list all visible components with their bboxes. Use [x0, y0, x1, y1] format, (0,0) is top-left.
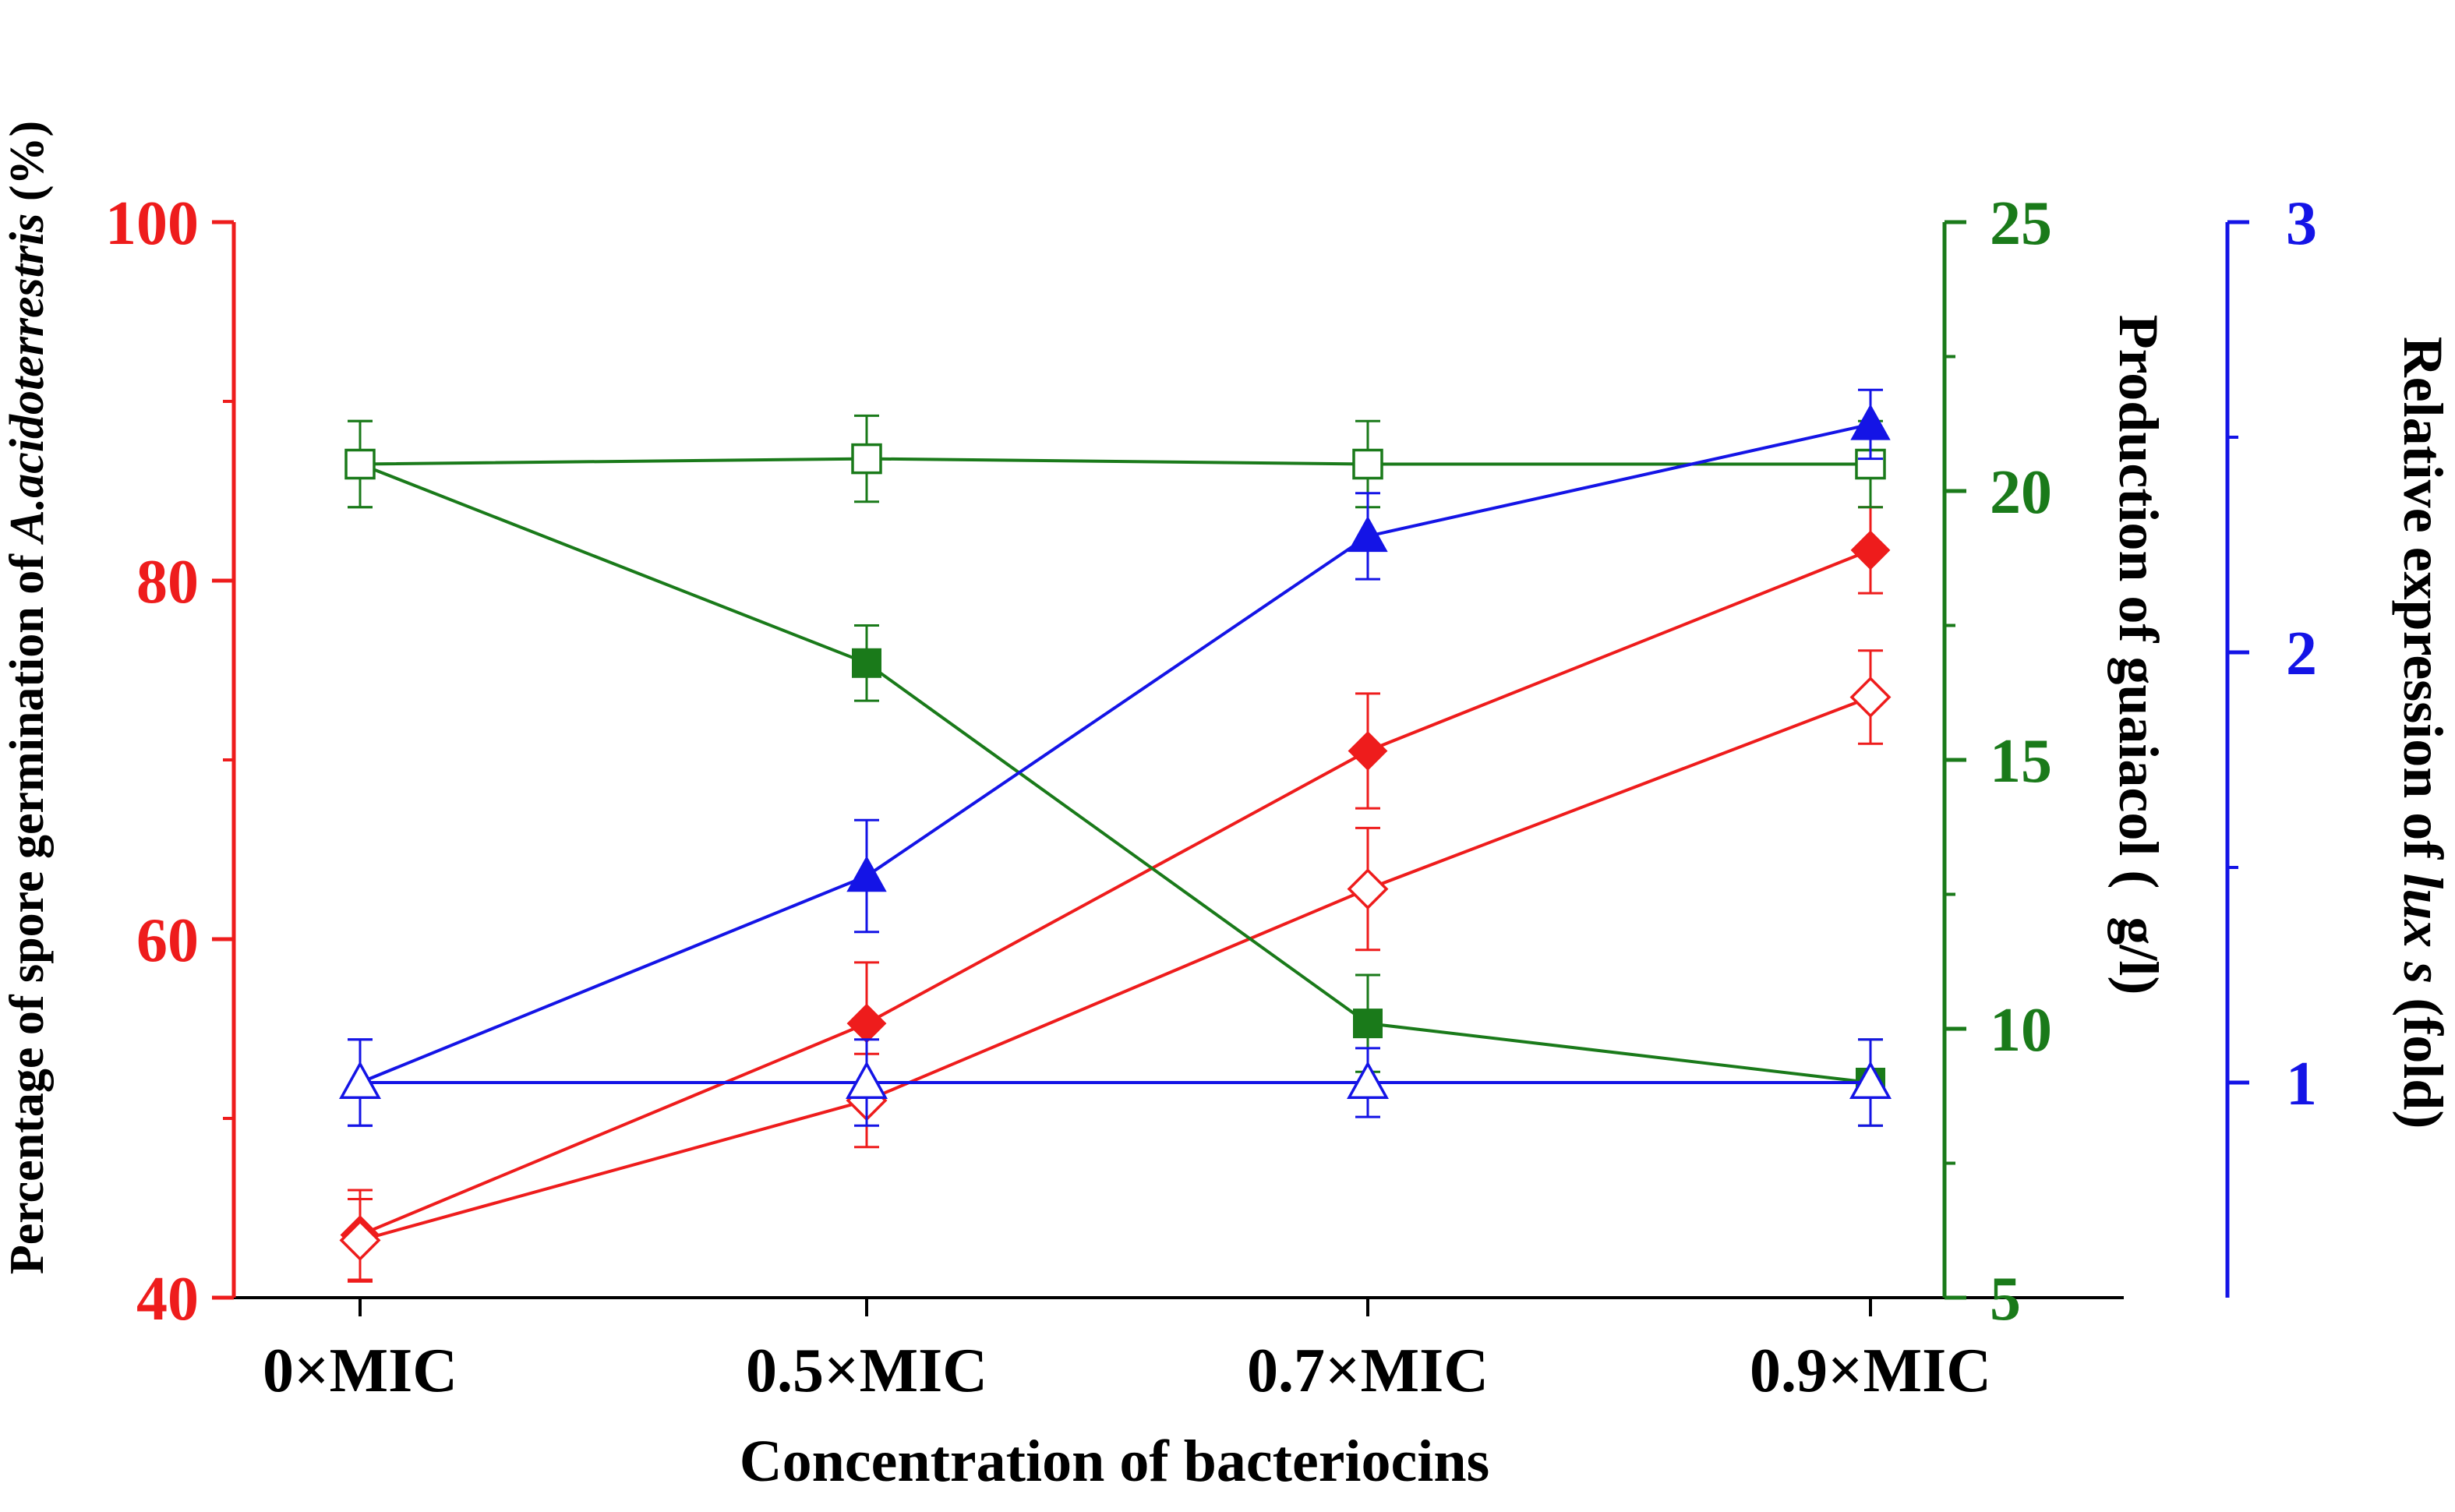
blue-tick-label: 2: [2286, 620, 2317, 688]
square-marker: [344, 448, 376, 480]
left-axis-title: Percentage of spore germination of A.aci…: [1, 121, 54, 1274]
diamond-marker: [1849, 677, 1892, 718]
diamond-marker: [846, 1003, 887, 1044]
square-marker: [1353, 1009, 1383, 1039]
left-tick-label: 80: [136, 548, 199, 616]
green-axis-title: Production of guaiacol ( g/l): [2107, 315, 2170, 995]
square-marker: [852, 648, 881, 678]
series-line: [359, 549, 1871, 1237]
square-marker: [851, 443, 882, 475]
series-group: [339, 1038, 1892, 1127]
triangle-marker: [339, 1061, 381, 1099]
left-axis-title-italic: A.acidoterrestris: [1, 214, 54, 546]
left-tick-label: 60: [136, 906, 199, 975]
x-tick-label: 0×MIC: [263, 1337, 457, 1405]
series-line: [359, 422, 1871, 1084]
axes-layer: [212, 220, 2249, 1316]
triangle-marker: [846, 855, 887, 892]
blue-tick-label: 1: [2286, 1050, 2317, 1118]
labels-layer: 0×MIC 0.5×MIC 0.7×MIC 0.9×MIC Concentration …: [1, 121, 2454, 1494]
series-line: [359, 457, 1870, 466]
green-tick-label: 20: [1990, 458, 2052, 527]
green-tick-label: 25: [1990, 189, 2052, 258]
series-group: [345, 419, 1885, 1127]
series-group: [340, 506, 1891, 1281]
green-tick-label: 5: [1990, 1265, 2021, 1334]
series-line: [359, 695, 1871, 1242]
series-line: [359, 462, 1871, 1084]
triangle-marker: [1850, 404, 1891, 440]
x-tick-label: 0.5×MIC: [746, 1337, 987, 1405]
x-tick-label: 0.9×MIC: [1750, 1337, 1991, 1405]
blue-axis-title-part: (fold): [2392, 984, 2454, 1129]
left-tick-label: 100: [105, 189, 199, 258]
left-axis-title-part: Percentage of spore germination of: [1, 542, 54, 1275]
triangle-marker: [1348, 515, 1388, 553]
diamond-marker: [1348, 731, 1388, 771]
series-layer: [339, 388, 1892, 1283]
triangle-marker: [846, 1061, 888, 1099]
blue-axis-title-italic: lux s: [2392, 873, 2454, 984]
series-group: [340, 388, 1891, 1127]
x-tick-label: 0.7×MIC: [1247, 1337, 1489, 1405]
blue-axis-title-part: Relative expression of: [2392, 337, 2454, 874]
green-tick-label: 10: [1990, 996, 2052, 1065]
left-tick-label: 40: [136, 1265, 199, 1334]
triangle-marker: [1849, 1061, 1892, 1099]
diamond-marker: [339, 1219, 381, 1261]
diamond-marker: [1347, 868, 1389, 910]
series-group: [344, 414, 1886, 509]
diamond-marker: [1850, 530, 1891, 571]
x-axis-title: Concentration of bacteriocins: [740, 1429, 1490, 1494]
square-marker: [1352, 448, 1383, 480]
blue-axis-title: Relative expression of lux s (fold): [2392, 337, 2454, 1129]
triangle-marker: [1347, 1061, 1389, 1099]
left-axis-title-part: (%): [1, 121, 54, 214]
green-tick-label: 15: [1990, 727, 2052, 796]
series-group: [339, 649, 1892, 1283]
blue-tick-label: 3: [2286, 189, 2317, 258]
